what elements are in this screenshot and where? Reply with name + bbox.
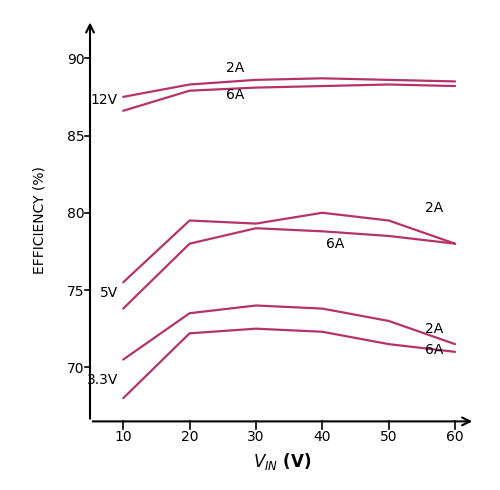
Text: 12V: 12V	[91, 93, 118, 107]
Text: EFFICIENCY (%): EFFICIENCY (%)	[33, 167, 47, 274]
Text: 2A: 2A	[226, 60, 244, 74]
Text: 2A: 2A	[425, 201, 444, 215]
Text: 6A: 6A	[226, 88, 244, 102]
Text: 3.3V: 3.3V	[86, 373, 118, 387]
Text: 2A: 2A	[425, 321, 444, 336]
Text: 6A: 6A	[326, 237, 344, 251]
Text: 6A: 6A	[425, 343, 444, 357]
Text: $V_{IN}$ (V): $V_{IN}$ (V)	[254, 451, 312, 472]
Text: 5V: 5V	[100, 286, 118, 300]
